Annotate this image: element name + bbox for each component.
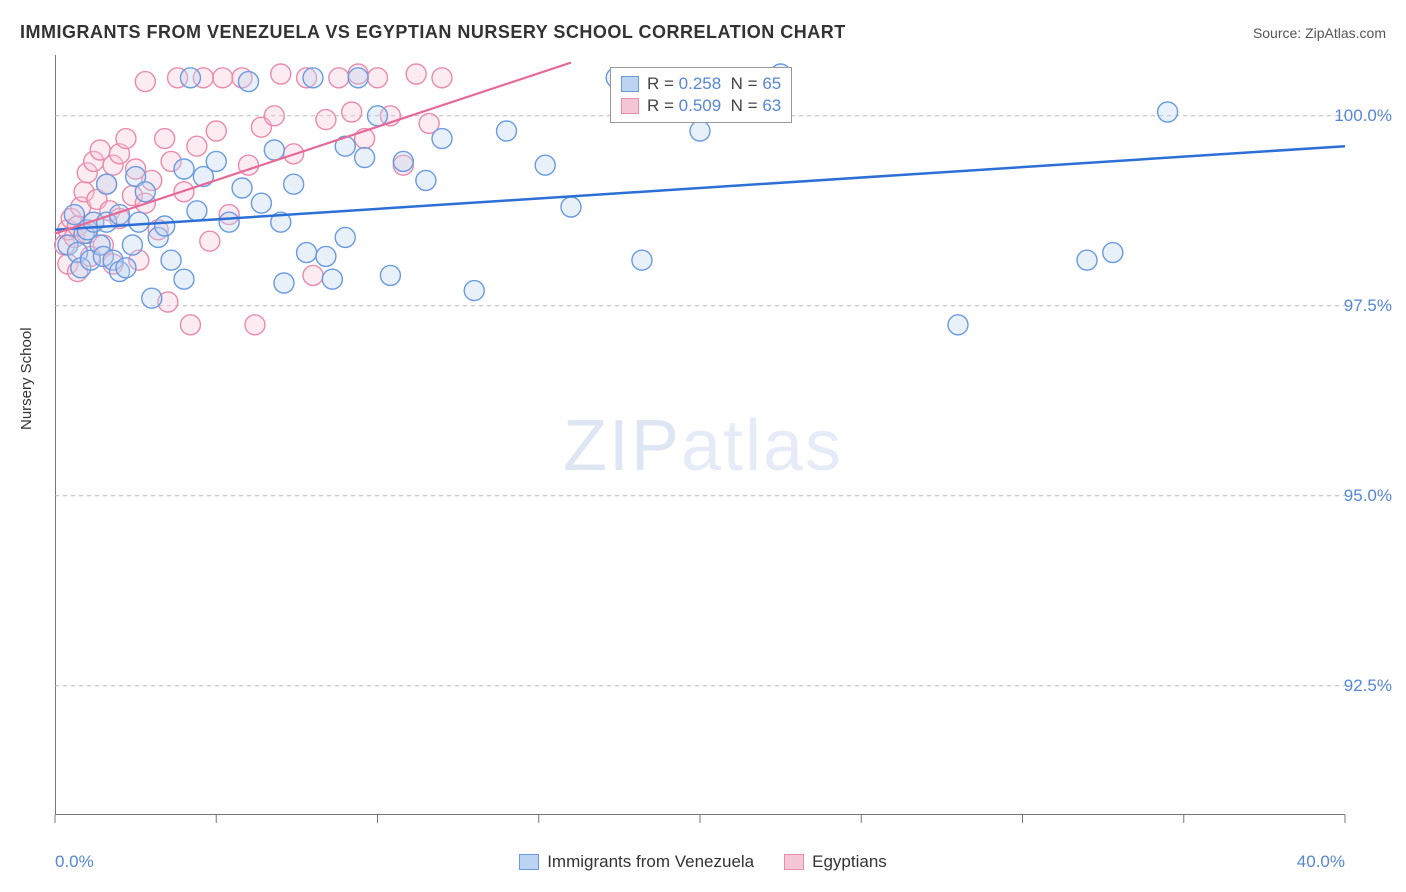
scatter-point bbox=[161, 250, 181, 270]
scatter-point bbox=[380, 265, 400, 285]
scatter-point bbox=[284, 174, 304, 194]
scatter-point bbox=[342, 102, 362, 122]
scatter-point bbox=[1077, 250, 1097, 270]
source-label: Source: ZipAtlas.com bbox=[1253, 25, 1386, 41]
scatter-plot bbox=[55, 55, 1345, 815]
scatter-point bbox=[213, 68, 233, 88]
scatter-point bbox=[1158, 102, 1178, 122]
legend-swatch bbox=[621, 98, 639, 114]
scatter-point bbox=[264, 140, 284, 160]
scatter-point bbox=[135, 72, 155, 92]
scatter-point bbox=[174, 159, 194, 179]
scatter-point bbox=[368, 68, 388, 88]
scatter-point bbox=[322, 269, 342, 289]
scatter-point bbox=[316, 246, 336, 266]
y-tick-label: 95.0% bbox=[1344, 486, 1392, 506]
scatter-point bbox=[180, 315, 200, 335]
scatter-point bbox=[274, 273, 294, 293]
scatter-point bbox=[116, 258, 136, 278]
stats-row: R = 0.509 N = 63 bbox=[621, 96, 781, 116]
y-tick-label: 100.0% bbox=[1334, 106, 1392, 126]
scatter-point bbox=[297, 243, 317, 263]
scatter-point bbox=[303, 265, 323, 285]
scatter-point bbox=[245, 315, 265, 335]
scatter-point bbox=[129, 212, 149, 232]
y-tick-label: 92.5% bbox=[1344, 676, 1392, 696]
scatter-point bbox=[432, 68, 452, 88]
x-axis-labels: 0.0% 40.0% bbox=[55, 852, 1345, 872]
scatter-point bbox=[561, 197, 581, 217]
scatter-point bbox=[335, 227, 355, 247]
scatter-point bbox=[393, 151, 413, 171]
scatter-point bbox=[329, 68, 349, 88]
scatter-point bbox=[219, 212, 239, 232]
x-tick-min: 0.0% bbox=[55, 852, 94, 872]
scatter-point bbox=[206, 121, 226, 141]
source-link[interactable]: ZipAtlas.com bbox=[1305, 25, 1386, 41]
scatter-point bbox=[97, 174, 117, 194]
scatter-point bbox=[1103, 243, 1123, 263]
scatter-point bbox=[251, 193, 271, 213]
scatter-point bbox=[432, 129, 452, 149]
scatter-point bbox=[206, 151, 226, 171]
scatter-point bbox=[416, 170, 436, 190]
scatter-point bbox=[116, 129, 136, 149]
title-row: IMMIGRANTS FROM VENEZUELA VS EGYPTIAN NU… bbox=[20, 22, 1386, 43]
scatter-point bbox=[497, 121, 517, 141]
scatter-point bbox=[348, 68, 368, 88]
scatter-point bbox=[948, 315, 968, 335]
scatter-point bbox=[264, 106, 284, 126]
scatter-point bbox=[187, 136, 207, 156]
scatter-point bbox=[406, 64, 426, 84]
stats-row: R = 0.258 N = 65 bbox=[621, 74, 781, 94]
scatter-point bbox=[180, 68, 200, 88]
scatter-point bbox=[187, 201, 207, 221]
legend-swatch bbox=[621, 76, 639, 92]
scatter-point bbox=[135, 182, 155, 202]
scatter-point bbox=[142, 288, 162, 308]
scatter-point bbox=[535, 155, 555, 175]
scatter-point bbox=[232, 178, 252, 198]
scatter-point bbox=[355, 148, 375, 168]
x-tick-max: 40.0% bbox=[1297, 852, 1345, 872]
scatter-point bbox=[316, 110, 336, 130]
y-axis-label: Nursery School bbox=[18, 327, 35, 430]
scatter-point bbox=[155, 129, 175, 149]
y-tick-label: 97.5% bbox=[1344, 296, 1392, 316]
correlation-stats-box: R = 0.258 N = 65R = 0.509 N = 63 bbox=[610, 67, 792, 123]
chart-title: IMMIGRANTS FROM VENEZUELA VS EGYPTIAN NU… bbox=[20, 22, 846, 43]
scatter-point bbox=[368, 106, 388, 126]
scatter-point bbox=[632, 250, 652, 270]
scatter-point bbox=[122, 235, 142, 255]
scatter-point bbox=[464, 281, 484, 301]
scatter-point bbox=[303, 68, 323, 88]
scatter-point bbox=[271, 64, 291, 84]
scatter-point bbox=[239, 72, 259, 92]
scatter-point bbox=[200, 231, 220, 251]
scatter-point bbox=[155, 216, 175, 236]
scatter-point bbox=[174, 269, 194, 289]
scatter-point bbox=[690, 121, 710, 141]
